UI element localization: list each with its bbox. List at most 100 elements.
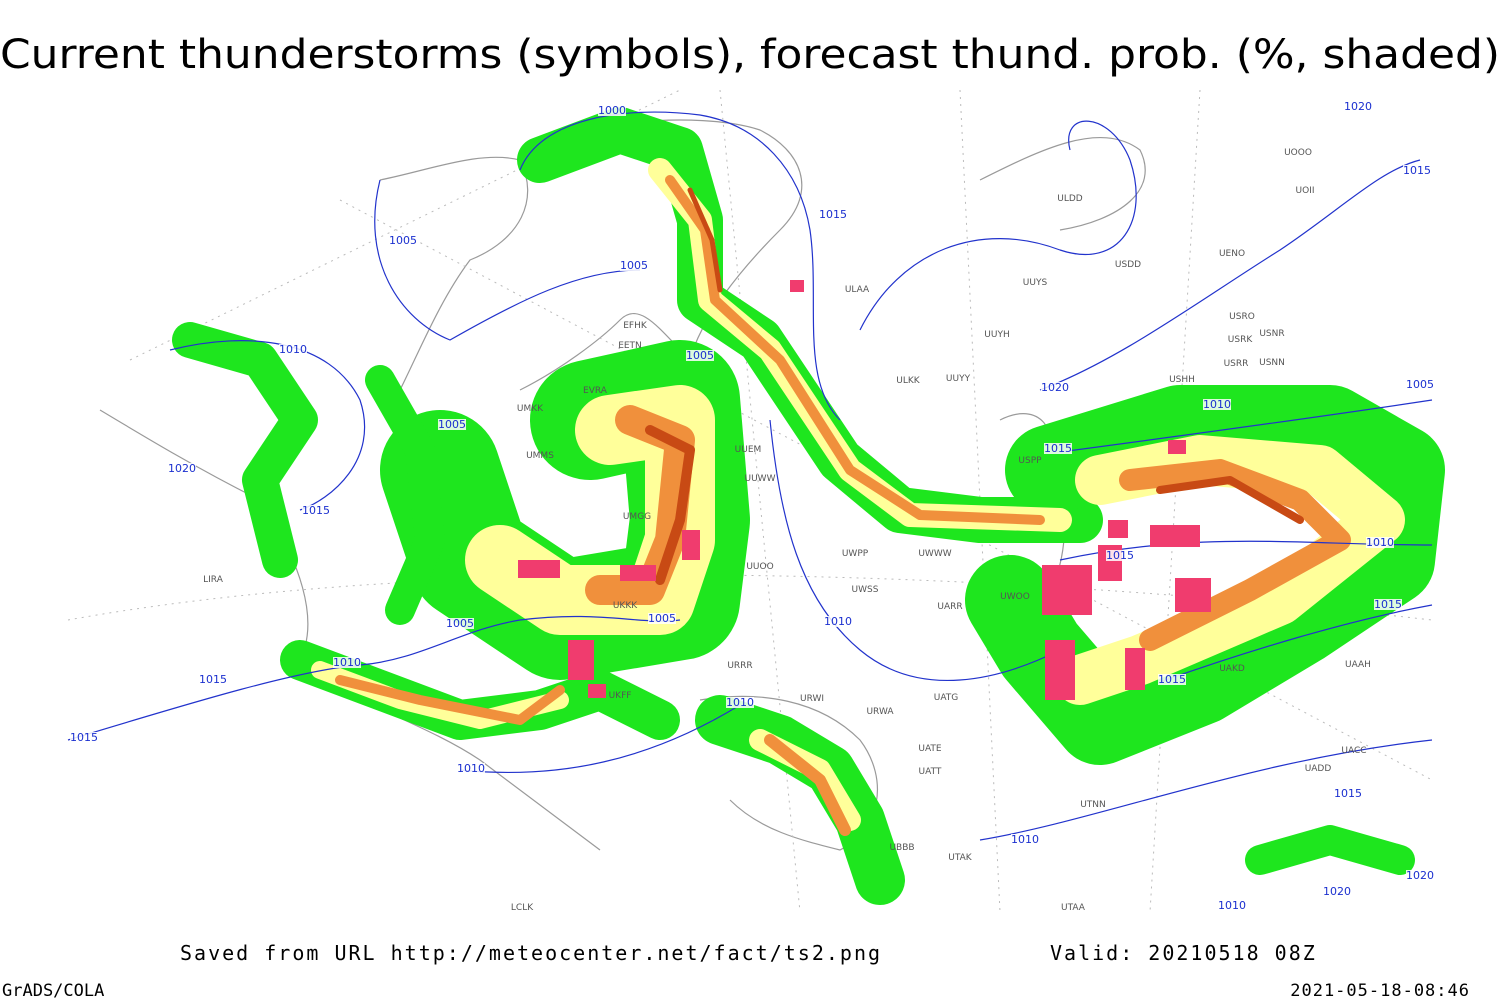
station-label: UTAK — [948, 853, 973, 863]
isobar-label: 1015 — [1158, 673, 1186, 686]
isobar-label: 1005 — [446, 617, 474, 630]
storm-symbol — [518, 560, 560, 578]
station-label: ULKK — [896, 376, 921, 386]
isobar-label-bg — [302, 505, 330, 516]
isobar-label: 1010 — [1011, 833, 1039, 846]
probability-shading — [172, 107, 1445, 905]
shade — [687, 187, 723, 293]
isobar-label-bg — [333, 657, 361, 668]
station-label: URRR — [727, 661, 752, 671]
storm-symbol — [620, 565, 656, 581]
valid-time: Valid: 20210518 08Z — [1050, 941, 1317, 965]
station-label: UUYY — [946, 374, 971, 384]
station-label: UWOO — [1000, 592, 1030, 602]
station-label: USPP — [1018, 456, 1042, 466]
isobar-label-bg — [1403, 165, 1431, 176]
coast — [379, 156, 529, 391]
station-label: ULAA — [845, 285, 870, 295]
isobar-label: 1010 — [1366, 536, 1394, 549]
station-label: UUOO — [746, 562, 773, 572]
software: GrADS/COLA — [2, 981, 104, 1000]
isobar-label: 1005 — [1406, 378, 1434, 391]
isobar-label-bg — [446, 618, 474, 629]
station-label: UTAA — [1061, 903, 1086, 913]
isobar-label-bg — [620, 260, 648, 271]
isobar-label: 1005 — [648, 612, 676, 625]
isobar-label: 1000 — [598, 104, 626, 117]
station-label: URWA — [866, 707, 894, 717]
station-label: UTNN — [1080, 800, 1106, 810]
isobar-label-bg — [1044, 443, 1072, 454]
station-label: EVRA — [583, 386, 608, 396]
shade — [1156, 476, 1304, 524]
storm-symbol — [1175, 578, 1211, 612]
isobar-label: 1010 — [457, 762, 485, 775]
shade — [172, 322, 318, 578]
isobar-label-bg — [1344, 101, 1372, 112]
isobar-label-bg — [819, 209, 847, 220]
shade — [764, 734, 851, 836]
isobar-label-bg — [1406, 870, 1434, 881]
isobar-label-bg — [648, 613, 676, 624]
station-label: UOOO — [1284, 148, 1312, 158]
isobar-label-bg — [1374, 599, 1402, 610]
isobar-label: 1015 — [1374, 598, 1402, 611]
isobar-labels: 1000 1005 1005 1010 1005 1015 1005 1020 1015 1005… — [70, 100, 1434, 912]
isobar-label-bg — [598, 105, 626, 116]
storm-symbol — [588, 684, 606, 698]
isobar-label-bg — [1041, 382, 1069, 393]
isobar — [67, 615, 681, 741]
isobar-label-bg — [1334, 788, 1362, 799]
station-label: UUEM — [735, 445, 762, 455]
isobar — [769, 419, 1061, 682]
isobar-label: 1015 — [819, 208, 847, 221]
isobar-label: 1020 — [1041, 381, 1069, 394]
map-area: 1000 1005 1005 1010 1005 1015 1005 1020 1015 1005… — [67, 88, 1445, 913]
station-label: ULDD — [1057, 194, 1083, 204]
coast — [979, 136, 1146, 231]
isobar-label-bg — [1203, 399, 1231, 410]
station-label: EFHK — [623, 321, 648, 331]
isobar-label: 1010 — [824, 615, 852, 628]
isobar — [459, 704, 741, 774]
station-label: UENO — [1219, 249, 1245, 259]
isobar-label: 1010 — [726, 696, 754, 709]
station-label: USRK — [1228, 335, 1254, 345]
station-label: UATG — [934, 693, 959, 703]
isobar-label: 1005 — [620, 259, 648, 272]
station-label: EETN — [618, 341, 642, 351]
isobar-label: 1005 — [438, 418, 466, 431]
isobar-label: 1015 — [1403, 164, 1431, 177]
coast — [519, 119, 803, 391]
station-label: UATT — [919, 767, 942, 777]
isobar — [1059, 399, 1433, 453]
isobar-label-bg — [686, 350, 714, 361]
station-label: UADD — [1305, 764, 1332, 774]
storm-symbol — [682, 530, 700, 560]
source-url: Saved from URL http://meteocenter.net/fa… — [180, 941, 882, 965]
storm-symbol — [1045, 640, 1075, 700]
storm-symbol — [1168, 440, 1186, 454]
isobar-label-bg — [1323, 886, 1351, 897]
isobar-label-bg — [389, 235, 417, 246]
isobar-label-bg — [726, 697, 754, 708]
isobar-label-bg — [70, 732, 98, 743]
isobar-label-bg — [168, 463, 196, 474]
station-label: URWI — [800, 694, 824, 704]
isobar-label: 1010 — [333, 656, 361, 669]
isobar-label-bg — [1218, 900, 1246, 911]
station-label: UBBB — [889, 843, 914, 853]
station-label: UUYH — [984, 330, 1009, 340]
station-label: USNN — [1259, 358, 1285, 368]
isobar-label: 1015 — [1334, 787, 1362, 800]
isobar-label: 1015 — [1106, 549, 1134, 562]
isobar-label-bg — [1366, 537, 1394, 548]
isobar — [1159, 604, 1433, 683]
station-label: UMGG — [623, 512, 651, 522]
station-label: UOII — [1296, 186, 1315, 196]
station-label: USRR — [1224, 359, 1249, 369]
station-label: USDD — [1115, 260, 1141, 270]
station-label: UKFF — [609, 691, 632, 701]
isobar-label-bg — [279, 344, 307, 355]
